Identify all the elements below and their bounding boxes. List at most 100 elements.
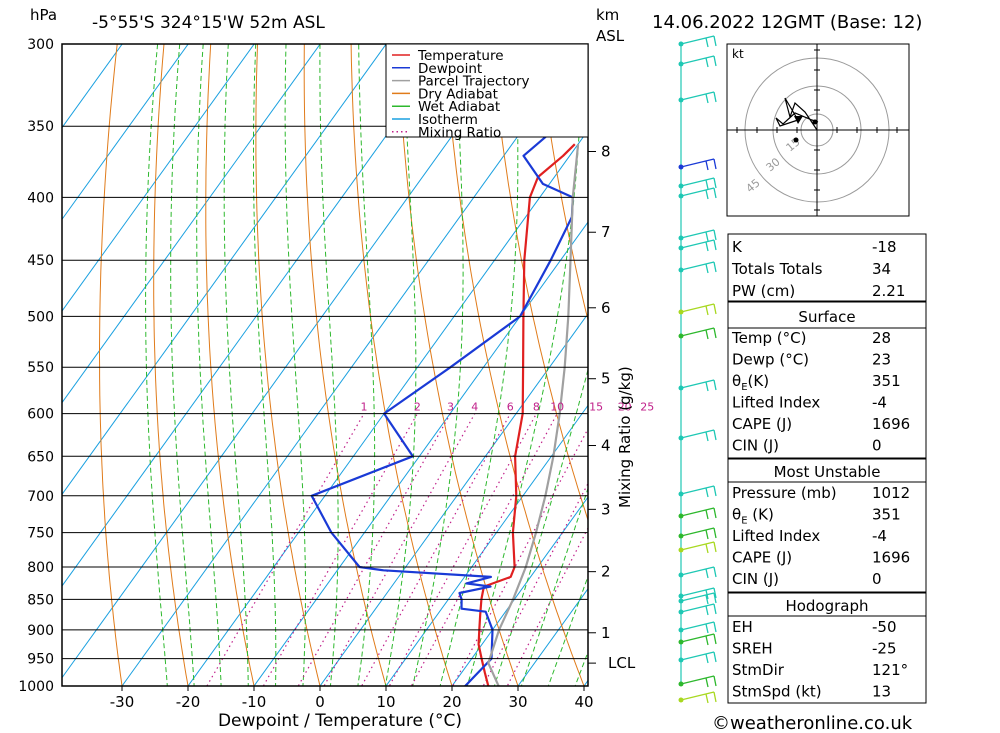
hodograph-param-label: StmDir <box>732 661 785 679</box>
x-axis-label: Dewpoint / Temperature (°C) <box>218 711 462 731</box>
wind-barb <box>678 621 717 634</box>
pressure-tick-label: 1000 <box>18 679 54 695</box>
copyright-text: ©weatheronline.co.uk <box>712 713 913 733</box>
surface-value: 351 <box>872 372 901 390</box>
surface-title: Surface <box>798 308 855 326</box>
isotherm-line <box>62 44 189 221</box>
pressure-tick-label: 350 <box>27 119 54 135</box>
parcel-trajectory-profile <box>487 144 580 686</box>
height-tick-label: 4 <box>601 437 611 455</box>
legend-label: Parcel Trajectory <box>418 74 530 90</box>
most-unstable-value: 351 <box>872 506 901 524</box>
hodograph-param-label: StmSpd (kt) <box>732 683 822 701</box>
isotherm-line <box>253 221 588 686</box>
index-value: 2.21 <box>872 282 905 300</box>
index-value: -18 <box>872 238 897 256</box>
temp-tick-label: 40 <box>574 693 593 711</box>
skew-t-diagram: 1 2 3 4 6 8 10 15 20 2530035040045050055060065070… <box>18 7 1000 731</box>
isotherm-line <box>319 312 588 686</box>
most-unstable-title: Most Unstable <box>774 463 881 481</box>
hodograph-trace <box>775 97 819 131</box>
dry-adiabat-line <box>350 44 453 686</box>
wet-adiabat-line <box>223 44 249 686</box>
legend-label: Dry Adiabat <box>418 86 498 102</box>
height-tick-label: 3 <box>601 500 611 518</box>
wet-adiabat-line <box>493 367 588 686</box>
wet-adiabat-line <box>196 44 222 686</box>
most-unstable-value: -4 <box>872 527 887 545</box>
surface-value: 1696 <box>872 415 910 433</box>
wet-adiabat-line <box>384 44 417 686</box>
pressure-tick-label: 600 <box>27 407 54 423</box>
temp-tick-label: 20 <box>442 693 461 711</box>
wind-barb <box>678 429 717 442</box>
wind-barb <box>678 239 717 252</box>
height-tick-label: 2 <box>601 563 611 581</box>
legend-label: Mixing Ratio <box>418 125 501 141</box>
dry-adiabat-line <box>397 44 519 686</box>
index-label: K <box>732 238 743 256</box>
wind-barb <box>678 603 717 616</box>
surface-table-frame <box>727 301 927 459</box>
pressure-unit-label: hPa <box>30 6 57 24</box>
surface-label: CIN (J) <box>732 437 779 455</box>
wet-adiabat-line <box>520 486 588 686</box>
index-value: 34 <box>872 260 891 278</box>
height-unit-label: km <box>596 6 619 24</box>
dry-adiabat-line <box>537 44 588 323</box>
isotherm-line <box>62 44 321 404</box>
surface-value: 28 <box>872 329 891 347</box>
wind-profile <box>678 35 717 704</box>
isotherm-line <box>62 44 387 496</box>
pressure-tick-label: 700 <box>27 489 54 505</box>
storm-motion-marker <box>794 116 803 124</box>
mixing-ratio-tick-label: 6 <box>507 401 514 414</box>
surface-value: 23 <box>872 351 891 369</box>
isotherm-line <box>187 129 588 686</box>
dry-adiabat-line <box>255 44 321 686</box>
wet-adiabat-line <box>145 44 168 686</box>
mixing-ratio-line <box>323 413 476 686</box>
temp-tick-label: -10 <box>242 693 267 711</box>
wind-barb <box>678 177 717 190</box>
wet-adiabat-line <box>170 44 195 686</box>
dry-adiabat-line <box>444 44 585 686</box>
wind-barb <box>678 651 717 664</box>
most-unstable-value: 0 <box>872 570 882 588</box>
pressure-tick-label: 950 <box>27 652 54 668</box>
surface-label: Dewp (°C) <box>732 351 809 369</box>
surface-label: Lifted Index <box>732 394 820 412</box>
surface-label: Temp (°C) <box>731 329 806 347</box>
mixing-ratio-tick-label: 8 <box>533 401 540 414</box>
wind-barb <box>678 485 717 498</box>
mixing-ratio-tick-label: 25 <box>640 401 654 414</box>
dry-adiabat-line <box>153 44 189 686</box>
temp-tick-label: -20 <box>176 693 201 711</box>
isotherm-line <box>62 44 255 312</box>
pressure-tick-label: 650 <box>27 449 54 465</box>
wind-barb <box>678 229 717 242</box>
wind-barb <box>678 91 717 104</box>
wind-barb <box>678 327 717 340</box>
pressure-tick-label: 850 <box>27 592 54 608</box>
mixing-ratio-line <box>206 413 365 686</box>
legend-label: Dewpoint <box>418 61 482 77</box>
most-unstable-label: CIN (J) <box>732 570 779 588</box>
wet-adiabat-line <box>357 44 376 686</box>
dry-adiabat-line <box>993 7 1000 712</box>
wet-adiabat-line <box>547 574 588 686</box>
pressure-tick-label: 550 <box>27 360 54 376</box>
temp-tick-label: 0 <box>315 693 325 711</box>
index-label: Totals Totals <box>731 260 823 278</box>
dry-adiabat-line <box>901 7 1000 712</box>
wet-adiabat-line <box>284 44 306 686</box>
dry-adiabat-line <box>99 44 123 686</box>
legend-label: Wet Adiabat <box>418 99 500 115</box>
mixing-ratio-tick-label: 4 <box>471 401 478 414</box>
datetime-title: 14.06.2022 12GMT (Base: 12) <box>652 12 922 33</box>
height-tick-label: LCL <box>608 654 636 672</box>
pressure-tick-label: 750 <box>27 526 54 542</box>
pressure-tick-label: 500 <box>27 309 54 325</box>
